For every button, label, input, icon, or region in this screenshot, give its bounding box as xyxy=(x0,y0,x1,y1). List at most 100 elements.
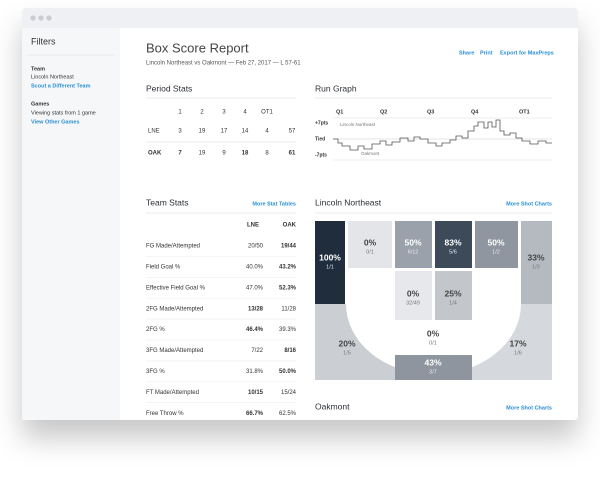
court-zone xyxy=(348,221,392,268)
court-zone xyxy=(395,221,432,268)
zone-percent: 50% xyxy=(487,237,504,247)
table-cell: 50.0% xyxy=(279,369,297,375)
row-label: 3FG % xyxy=(146,369,165,375)
court-zone xyxy=(521,221,552,304)
team-label: LNE xyxy=(148,129,160,135)
column-header: 2 xyxy=(200,110,204,116)
link[interactable]: More Shot Charts xyxy=(506,201,552,207)
table-cell: 7 xyxy=(178,151,182,157)
table-cell: 18 xyxy=(242,151,249,157)
table-cell: 47.0% xyxy=(246,285,264,291)
table-cell: 10/15 xyxy=(248,390,264,396)
table-cell: 15/24 xyxy=(281,390,297,396)
section-heading: Games xyxy=(31,101,49,107)
zone-made: 5/6 xyxy=(449,249,457,255)
zone-percent: 20% xyxy=(338,338,355,348)
court-zone xyxy=(435,271,472,320)
table-cell: 8/16 xyxy=(284,348,296,354)
column-header: OAK xyxy=(283,223,297,229)
zone-made: 1/5 xyxy=(343,350,351,356)
table-cell: 17 xyxy=(221,129,228,135)
run-graph xyxy=(333,117,552,161)
table-cell: 31.8% xyxy=(246,369,264,375)
table-cell: 3 xyxy=(178,129,182,135)
table-cell: 61 xyxy=(289,151,296,157)
link[interactable]: View Other Games xyxy=(31,119,80,125)
zone-made: 1/1 xyxy=(326,264,334,270)
row-label: Free Throw % xyxy=(146,411,184,417)
team-label: OAK xyxy=(148,151,162,157)
zone-percent: 0% xyxy=(407,288,420,298)
window-dot xyxy=(30,15,36,21)
y-label: -7pts xyxy=(315,152,327,158)
table-cell: 19/44 xyxy=(281,244,297,250)
window-dot xyxy=(46,15,52,21)
zone-made: 1/4 xyxy=(449,300,457,306)
table-cell: 4 xyxy=(265,129,269,135)
zone-made: 1/3 xyxy=(532,264,540,270)
court-zone xyxy=(315,221,345,304)
table-cell: 7/22 xyxy=(251,348,263,354)
link[interactable]: Export for MaxPreps xyxy=(500,50,554,56)
y-label: Tied xyxy=(315,136,325,142)
row-label: Field Goal % xyxy=(146,264,181,270)
table-cell: 57 xyxy=(289,129,296,135)
section-heading: Team xyxy=(31,66,45,72)
table-cell: 46.4% xyxy=(246,327,264,333)
quarter-label: OT1 xyxy=(519,109,530,115)
table-cell: 40.0% xyxy=(246,264,264,270)
table-cell: 62.5% xyxy=(279,411,297,417)
section-title: Lincoln Northeast xyxy=(315,197,382,207)
section-title: Run Graph xyxy=(315,83,357,93)
games-text: Viewing stats from 1 game xyxy=(31,110,96,116)
table-cell: 19 xyxy=(199,151,206,157)
column-header: 3 xyxy=(222,110,226,116)
table-cell: 39.3% xyxy=(279,327,297,333)
link[interactable]: More Shot Charts xyxy=(506,405,552,411)
zone-made: 6/12 xyxy=(408,249,419,255)
zone-made: 1/2 xyxy=(492,249,500,255)
row-label: 2FG % xyxy=(146,327,165,333)
link[interactable]: More Stat Tables xyxy=(252,201,296,207)
page-subtitle: Lincoln Northeast vs Oakmont — Feb 27, 2… xyxy=(146,61,301,67)
section-title: Team Stats xyxy=(146,197,189,207)
quarter-label: Q1 xyxy=(336,109,343,115)
table-cell: 14 xyxy=(242,129,249,135)
link[interactable]: Share xyxy=(459,50,474,56)
column-header: 1 xyxy=(178,110,182,116)
row-label: FT Made/Attempted xyxy=(146,390,199,396)
series-label: Oakmont xyxy=(361,151,380,156)
page-title: Box Score Report xyxy=(146,40,249,55)
sidebar xyxy=(22,28,120,420)
team-name: Lincoln Northeast xyxy=(31,74,74,80)
zone-percent: 0% xyxy=(427,328,440,338)
zone-percent: 25% xyxy=(444,288,461,298)
column-header: 4 xyxy=(243,110,247,116)
zone-percent: 0% xyxy=(364,237,377,247)
row-label: 2FG Made/Attempted xyxy=(146,306,203,312)
zone-percent: 33% xyxy=(527,252,544,262)
zone-made: 32/49 xyxy=(406,300,420,306)
section-title: Period Stats xyxy=(146,83,192,93)
row-label: 3FG Made/Attempted xyxy=(146,348,203,354)
series-label: Lincoln Northeast xyxy=(340,122,376,127)
link[interactable]: Print xyxy=(480,50,493,56)
zone-made: 3/7 xyxy=(429,369,437,375)
zone-percent: 100% xyxy=(319,252,341,262)
column-header: OT1 xyxy=(261,110,273,116)
quarter-label: Q2 xyxy=(380,109,387,115)
window-dot xyxy=(38,15,44,21)
court-zone xyxy=(435,221,472,268)
zone-percent: 17% xyxy=(509,338,526,348)
table-cell: 8 xyxy=(265,151,269,157)
link[interactable]: Scout a Different Team xyxy=(31,83,91,89)
table-cell: 20/50 xyxy=(248,244,264,250)
run-line xyxy=(333,119,552,151)
quarter-label: Q4 xyxy=(471,109,479,115)
court-zone xyxy=(395,271,432,320)
section-title: Oakmont xyxy=(315,401,350,411)
table-cell: 66.7% xyxy=(246,411,264,417)
zone-made: 1/6 xyxy=(514,350,522,356)
zone-percent: 83% xyxy=(444,237,461,247)
